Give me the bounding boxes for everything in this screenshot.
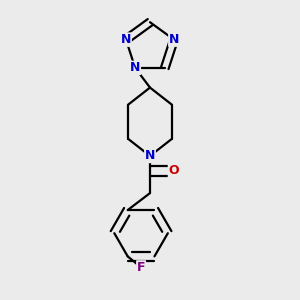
Text: O: O bbox=[169, 164, 179, 177]
Text: F: F bbox=[137, 261, 145, 274]
Text: N: N bbox=[130, 61, 140, 74]
Text: N: N bbox=[145, 149, 155, 162]
Text: N: N bbox=[121, 33, 131, 46]
Text: N: N bbox=[169, 33, 179, 46]
